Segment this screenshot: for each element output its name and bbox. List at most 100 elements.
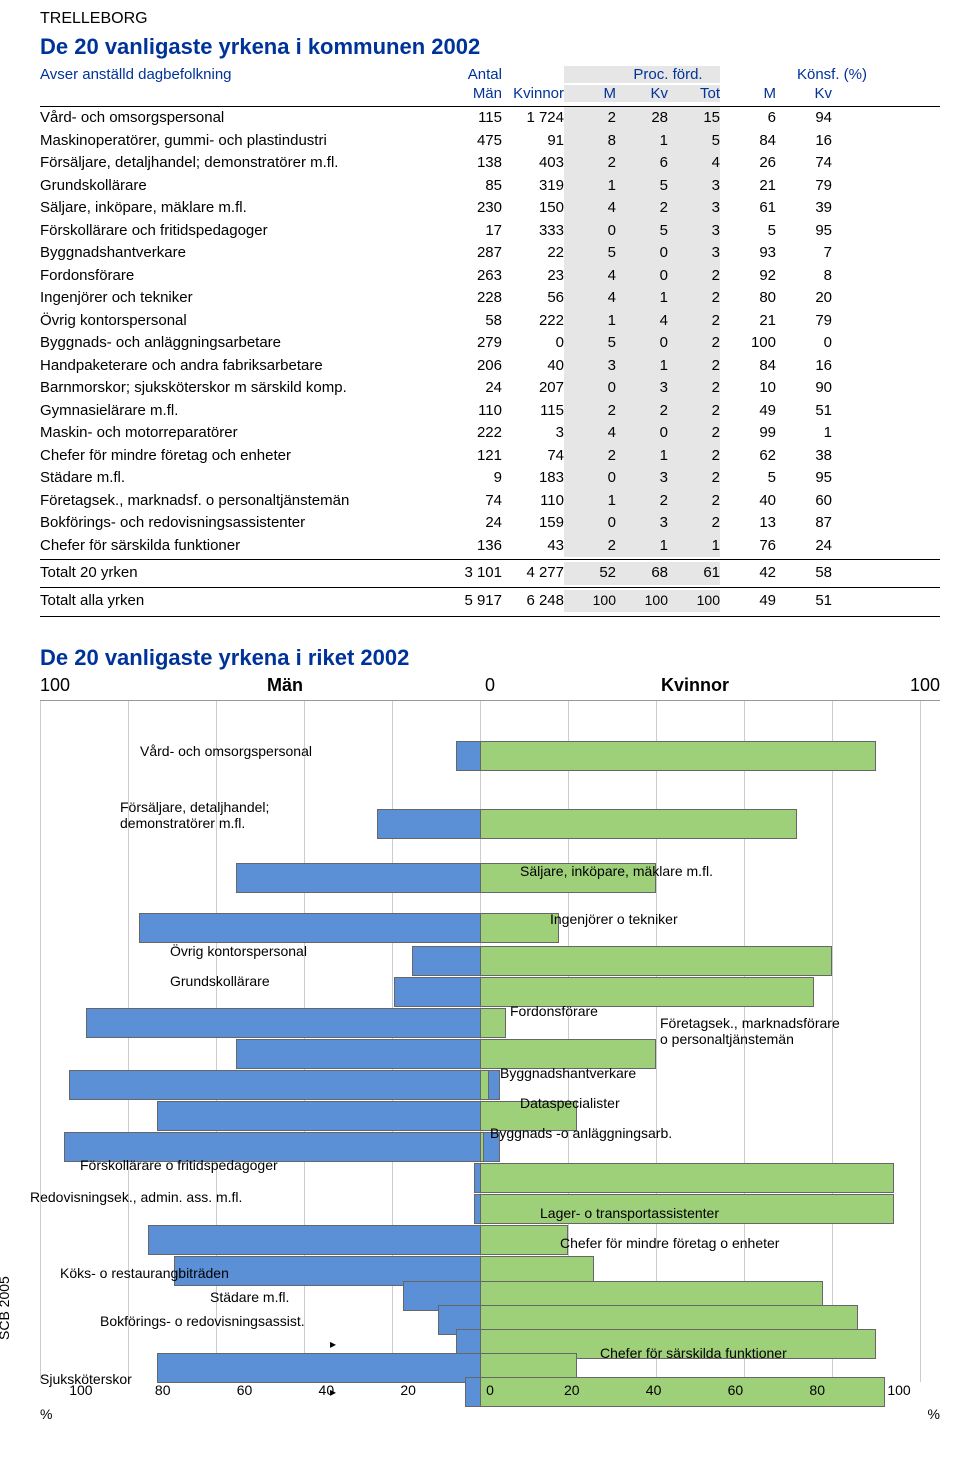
cell: 5 917 xyxy=(440,590,502,613)
row-label: Chefer för särskilda funktioner xyxy=(40,535,440,558)
cell: 74 xyxy=(502,445,564,468)
subtitle: Avser anställd dagbefolkning xyxy=(40,66,440,83)
cell: 2 xyxy=(564,400,616,423)
bar-label: Företagsek., marknadsförareo personaltjä… xyxy=(660,1015,840,1047)
row-label: Ingenjörer och tekniker xyxy=(40,287,440,310)
cell: 150 xyxy=(502,197,564,220)
cell: 110 xyxy=(502,490,564,513)
overflow-arrow-icon: ▸ xyxy=(330,1337,336,1351)
cell: 4 xyxy=(616,310,668,333)
gridline xyxy=(656,701,657,1382)
axis-tick: 40 xyxy=(613,1382,695,1402)
cell: 5 xyxy=(616,175,668,198)
cell: 4 277 xyxy=(502,562,564,585)
cell: 51 xyxy=(776,590,832,613)
chart-area: Vård- och omsorgspersonalFörsäljare, det… xyxy=(40,700,940,1380)
cell: 1 xyxy=(616,355,668,378)
axis-tick: 100 xyxy=(858,1382,940,1402)
cell: 24 xyxy=(776,535,832,558)
cell: 61 xyxy=(720,197,776,220)
row-label: Gymnasielärare m.fl. xyxy=(40,400,440,423)
table-row: Förskollärare och fritidspedagoger173330… xyxy=(40,220,940,243)
cell: 0 xyxy=(564,220,616,243)
bar-men xyxy=(236,863,500,893)
cell: 84 xyxy=(720,355,776,378)
cell: 80 xyxy=(720,287,776,310)
cell: 8 xyxy=(776,265,832,288)
cell: 1 724 xyxy=(502,107,564,130)
cell: 222 xyxy=(502,310,564,333)
cell: 1 xyxy=(564,175,616,198)
cell: 20 xyxy=(776,287,832,310)
cell: 8 xyxy=(564,130,616,153)
cell: 3 xyxy=(616,467,668,490)
cell: 2 xyxy=(668,377,720,400)
cell: 4 xyxy=(668,152,720,175)
axis-tick: 20 xyxy=(531,1382,613,1402)
cell: 279 xyxy=(440,332,502,355)
page-title: De 20 vanligaste yrkena i kommunen 2002 xyxy=(40,34,940,60)
table-row: Ingenjörer och tekniker228564128020 xyxy=(40,287,940,310)
cell: 3 xyxy=(564,355,616,378)
gridline xyxy=(40,701,41,1382)
cell: 3 xyxy=(668,175,720,198)
cell: 79 xyxy=(776,175,832,198)
axis-right-100: 100 xyxy=(880,675,940,696)
cell: 94 xyxy=(776,107,832,130)
kvinnor-label: Kvinnor xyxy=(510,675,880,696)
cell: 91 xyxy=(502,130,564,153)
cell: 1 xyxy=(616,130,668,153)
cell: 1 xyxy=(564,490,616,513)
row-label: Försäljare, detaljhandel; demonstratörer… xyxy=(40,152,440,175)
cell: 2 xyxy=(668,355,720,378)
bar-label: Förskollärare o fritidspedagoger xyxy=(80,1157,278,1173)
cell: 100 xyxy=(720,332,776,355)
cell: 183 xyxy=(502,467,564,490)
bar-label: Chefer för särskilda funktioner xyxy=(600,1345,787,1361)
cell: 5 xyxy=(564,332,616,355)
cell: 60 xyxy=(776,490,832,513)
bar-men xyxy=(139,913,500,943)
cell: 40 xyxy=(720,490,776,513)
cell: 6 xyxy=(616,152,668,175)
bar-label: Köks- o restaurangbiträden xyxy=(60,1265,229,1281)
col-proc: Proc. förd. xyxy=(616,66,720,83)
cell: 56 xyxy=(502,287,564,310)
cell: 0 xyxy=(564,377,616,400)
bar-men xyxy=(86,1008,500,1038)
cell: 2 xyxy=(668,512,720,535)
bar-kvinnor xyxy=(480,741,876,771)
cell: 2 xyxy=(616,197,668,220)
table-row: Fordonsförare26323402928 xyxy=(40,265,940,288)
scb-footer: SCB 2005 xyxy=(0,1276,12,1340)
cell: 5 xyxy=(616,220,668,243)
cell: 1 xyxy=(616,535,668,558)
cell: 5 xyxy=(720,220,776,243)
table-row: Totalt 20 yrken3 1014 2775268614258 xyxy=(40,559,940,585)
cell: 2 xyxy=(564,152,616,175)
cell: 38 xyxy=(776,445,832,468)
cell: 42 xyxy=(720,562,776,585)
cell: 13 xyxy=(720,512,776,535)
cell: 136 xyxy=(440,535,502,558)
bar-label: Försäljare, detaljhandel;demonstratörer … xyxy=(120,799,269,831)
bar-label: Dataspecialister xyxy=(520,1095,620,1111)
cell: 100 xyxy=(668,590,720,613)
table-row: Chefer för särskilda funktioner136432117… xyxy=(40,535,940,558)
bar-label: Säljare, inköpare, mäklare m.fl. xyxy=(520,863,713,879)
row-label: Fordonsförare xyxy=(40,265,440,288)
bar-kvinnor xyxy=(480,1132,484,1162)
cell: 403 xyxy=(502,152,564,175)
table-row: Grundskollärare853191532179 xyxy=(40,175,940,198)
cell: 5 xyxy=(720,467,776,490)
bar-label: Redovisningsek., admin. ass. m.fl. xyxy=(30,1189,242,1205)
cell: 2 xyxy=(668,490,720,513)
axis-tick: 20 xyxy=(367,1382,449,1402)
col-m: M xyxy=(564,85,616,102)
cell: 87 xyxy=(776,512,832,535)
table-row: Maskin- och motorreparatörer2223402991 xyxy=(40,422,940,445)
cell: 74 xyxy=(440,490,502,513)
cell: 16 xyxy=(776,355,832,378)
bar-kvinnor xyxy=(480,1225,568,1255)
table-row: Säljare, inköpare, mäklare m.fl.23015042… xyxy=(40,197,940,220)
